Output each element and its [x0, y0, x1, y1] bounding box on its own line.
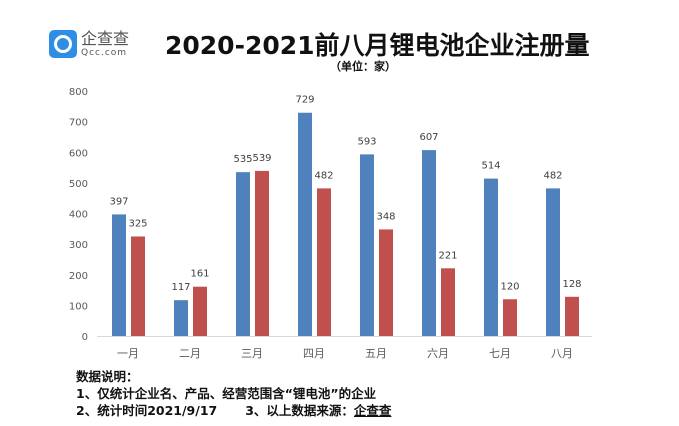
bar-series-1 [360, 154, 374, 336]
bar-series-2 [317, 188, 331, 336]
data-label: 482 [543, 170, 562, 181]
data-label: 397 [109, 196, 128, 207]
data-label: 128 [562, 279, 581, 290]
bar-series-2 [131, 236, 145, 336]
data-label: 539 [252, 153, 271, 164]
y-tick-label: 500 [69, 179, 88, 190]
x-tick-label: 四月 [303, 347, 325, 360]
y-tick-label: 700 [69, 118, 88, 129]
data-label: 221 [438, 250, 457, 261]
x-tick-label: 六月 [427, 347, 449, 360]
chart-subtitle: （单位：家） [330, 60, 396, 73]
y-tick-label: 200 [69, 271, 88, 282]
bar-series-1 [236, 172, 250, 336]
logo-en: Qcc.com [81, 47, 128, 58]
y-tick-label: 400 [69, 210, 88, 221]
bar-series-1 [484, 178, 498, 336]
x-tick-label: 一月 [117, 347, 139, 360]
data-label: 593 [357, 136, 376, 147]
data-label: 482 [314, 170, 333, 181]
y-tick-label: 100 [69, 301, 88, 312]
bar-series-2 [379, 229, 393, 336]
bar-series-1 [546, 188, 560, 336]
data-label: 161 [190, 269, 209, 280]
x-tick-label: 二月 [179, 347, 201, 360]
bar-series-1 [112, 214, 126, 336]
bar-series-2 [565, 296, 579, 336]
data-label: 514 [481, 161, 500, 172]
bar-series-2 [193, 286, 207, 336]
x-tick-label: 五月 [365, 347, 387, 360]
notes-line1: 1、仅统计企业名、产品、经营范围含“锂电池”的企业 [76, 386, 377, 401]
notes-line3-prefix: 3、以上数据来源： [245, 403, 354, 418]
data-notes: 数据说明： 1、仅统计企业名、产品、经营范围含“锂电池”的企业 2、统计时间20… [76, 368, 391, 419]
logo-cn: 企查查 [81, 28, 130, 48]
qcc-logo-icon [49, 30, 77, 58]
qcc-logo: 企查查 Qcc.com [49, 30, 129, 58]
chart-title: 2020-2021前八月锂电池企业注册量 [165, 31, 590, 60]
notes-line2: 2、统计时间2021/9/17 [76, 403, 218, 418]
y-tick-label: 300 [69, 240, 88, 251]
bar-series-1 [298, 112, 312, 337]
y-tick-label: 800 [69, 87, 88, 98]
y-tick-label: 600 [69, 148, 88, 159]
x-tick-label: 三月 [241, 347, 263, 360]
data-label: 120 [500, 281, 519, 292]
notes-line3-source: 企查查 [353, 403, 392, 418]
data-label: 607 [419, 132, 438, 143]
bar-series-2 [255, 170, 269, 336]
bar-series-1 [174, 300, 188, 336]
data-label: 729 [295, 95, 314, 106]
data-label: 117 [171, 282, 190, 293]
x-tick-label: 八月 [551, 347, 573, 360]
data-label: 325 [128, 218, 147, 229]
y-tick-label: 0 [82, 332, 88, 343]
data-label: 535 [233, 154, 252, 165]
data-label: 348 [376, 211, 395, 222]
bar-series-1 [422, 150, 436, 336]
x-tick-label: 七月 [489, 347, 511, 360]
bar-series-2 [441, 268, 455, 336]
bar-series-2 [503, 299, 517, 336]
notes-heading: 数据说明： [76, 369, 139, 384]
